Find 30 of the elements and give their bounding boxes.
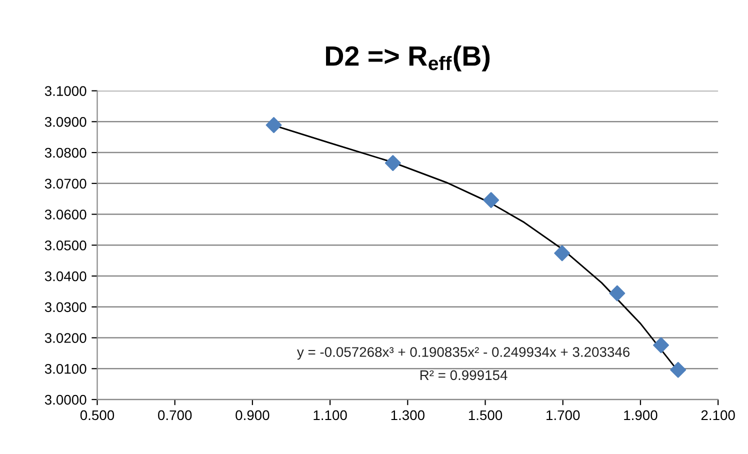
y-tick-label: 3.1000 (44, 86, 86, 96)
x-tick-label: 0.900 (236, 410, 270, 420)
x-tick-label: 0.700 (158, 410, 192, 420)
point (670, 362, 686, 378)
x-tick-label: 1.900 (624, 410, 658, 420)
annotation: R² = 0.999154 (420, 370, 508, 380)
chart-title: D2 => R$_{eff}$(B) (326, 46, 490, 72)
y-tick-label: 3.0600 (44, 210, 86, 220)
point (609, 285, 626, 302)
y-tick-label: 3.0200 (44, 333, 86, 343)
annotation: y = -0.057268x³ + 0.190835x² - 0.249934x + 3.203346 (296, 347, 630, 360)
y-tick-label: 3.0900 (44, 117, 86, 127)
y-tick-label: 3.0700 (44, 178, 86, 189)
y-tick-label: 3.0000 (44, 394, 86, 405)
point (653, 337, 670, 354)
y-tick-label: 3.0100 (44, 364, 86, 374)
point (266, 117, 282, 134)
point (483, 192, 500, 208)
point (384, 155, 401, 172)
x-tick-label: 1.300 (391, 410, 424, 420)
x-tick-label: 1.500 (468, 410, 502, 420)
y-tick-label: 3.0800 (44, 148, 86, 158)
y-tick-label: 3.0400 (44, 271, 86, 282)
y-tick-label: 3.0300 (44, 302, 86, 312)
x-tick-label: 1.700 (546, 410, 580, 420)
point (554, 245, 570, 262)
x-tick-label: 2.100 (701, 410, 735, 420)
x-tick-label: 1.100 (314, 410, 347, 420)
y-tick-label: 3.0500 (44, 240, 86, 250)
x-tick-label: 0.500 (80, 410, 114, 420)
